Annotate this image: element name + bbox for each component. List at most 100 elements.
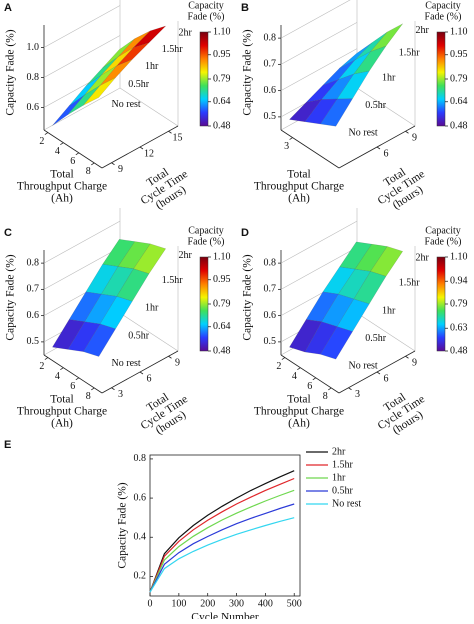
y-axis-label: Capacity Fade (%): [117, 482, 129, 568]
z-tick-label: 0.6: [264, 85, 277, 96]
y-tick-label: 0.8: [134, 453, 147, 464]
y-tick: [111, 387, 115, 391]
series-label: 1hr: [145, 61, 159, 72]
x-tick-label: 0: [148, 598, 153, 609]
x-axis-label: Total: [287, 169, 310, 181]
x-axis-label: Throughput Charge: [17, 181, 107, 193]
x-tick-label: 4: [292, 371, 297, 382]
series-label: No rest: [112, 358, 141, 369]
y-tick-label: 15: [173, 133, 183, 144]
y-tick-label: 3: [118, 389, 123, 400]
colorbar-tick-label: 0.95: [213, 49, 231, 60]
series-label: 0.5hr: [365, 333, 387, 344]
x-tick-label: 6: [307, 381, 312, 392]
x-axis-label: Throughput Charge: [17, 406, 107, 418]
x-axis-label: Total: [50, 169, 73, 181]
colorbar-tick-label: 0.79: [450, 298, 468, 309]
y-tick: [139, 146, 144, 150]
x-axis-label: Total: [50, 394, 73, 406]
z-axis-label: Capacity Fade (%): [5, 254, 17, 340]
x-tick: [60, 142, 64, 145]
y-tick-label: 0.4: [134, 532, 147, 543]
colorbar-tick-label: 0.48: [450, 120, 468, 131]
series-label: 1.5hr: [162, 275, 184, 286]
y-tick: [168, 355, 172, 359]
x-axis-label: (Ah): [288, 418, 310, 430]
series-label: 2hr: [415, 253, 429, 264]
x-axis-label: Cycle Number: [191, 612, 259, 619]
series-label: No rest: [112, 99, 141, 110]
colorbar-tick-label: 0.63: [450, 323, 468, 334]
z-tick-label: 0.6: [27, 102, 40, 113]
z-tick-label: 0.6: [27, 310, 40, 321]
legend-label: 2hr: [332, 446, 346, 457]
series-label: 1hr: [382, 72, 396, 83]
grid-line: [280, 220, 358, 264]
x-tick: [75, 377, 80, 381]
z-tick-label: 0.8: [264, 32, 277, 43]
legend-label: 1.5hr: [332, 459, 354, 470]
grid-line: [280, 48, 358, 91]
x-tick: [75, 152, 80, 156]
colorbar-tick-label: 0.48: [213, 345, 231, 356]
x-tick: [328, 387, 332, 391]
series-label: 0.5hr: [365, 100, 387, 111]
z-tick-label: 0.8: [264, 257, 277, 268]
colorbar: [199, 256, 209, 352]
colorbar-title: Fade (%): [188, 236, 225, 247]
colorbar-tick-label: 0.95: [213, 274, 231, 285]
x-tick-label: 6: [70, 156, 75, 167]
x-tick: [312, 377, 317, 381]
z-tick-label: 0.8: [27, 257, 40, 268]
y-tick-label: 12: [144, 148, 154, 159]
colorbar-title: Fade (%): [425, 236, 462, 247]
y-tick-label: 3: [355, 389, 360, 400]
colorbar-title: Fade (%): [188, 11, 225, 22]
x-axis-label: (Ah): [51, 193, 73, 205]
x-tick: [44, 357, 49, 360]
x-axis: [280, 129, 340, 169]
z-axis-label: Capacity Fade (%): [242, 29, 254, 115]
series-label: 2hr: [178, 250, 192, 261]
x-axis-label: (Ah): [51, 418, 73, 430]
y-tick-label: 6: [147, 373, 152, 384]
panel-label: C: [4, 227, 12, 239]
colorbar-tick-label: 1.10: [450, 26, 468, 37]
plot-frame: [149, 454, 301, 597]
grid-line: [280, 22, 358, 65]
x-tick-label: 4: [55, 371, 60, 382]
colorbar-tick-label: 0.64: [213, 321, 231, 332]
grid-line: [43, 5, 121, 48]
grid-line: [43, 247, 121, 290]
y-tick-label: 0.6: [134, 492, 147, 503]
x-axis-label: Total: [287, 394, 310, 406]
y-tick: [405, 355, 409, 359]
grid-line: [280, 0, 351, 39]
x-tick-label: 400: [258, 598, 273, 609]
x-tick-label: 2: [39, 361, 44, 372]
series-label: 0.5hr: [128, 330, 150, 341]
colorbar: [436, 256, 446, 352]
x-axis: [43, 354, 103, 394]
x-tick-label: 100: [171, 598, 186, 609]
surface-patch: [320, 326, 353, 360]
x-axis-label: (Ah): [288, 193, 310, 205]
x-tick: [91, 387, 95, 391]
x-tick-label: 2: [39, 136, 44, 147]
x-tick: [60, 367, 64, 370]
z-tick-label: 0.8: [27, 72, 40, 83]
x-tick-label: 8: [323, 391, 328, 402]
x-tick-label: 6: [70, 381, 75, 392]
y-tick-label: 0.2: [134, 571, 147, 582]
y-tick-label: 9: [118, 164, 123, 175]
y-tick-label: 9: [175, 358, 180, 369]
y-tick: [376, 371, 381, 375]
z-tick-label: 0.7: [264, 59, 277, 70]
legend-label: No rest: [332, 498, 361, 509]
x-tick: [289, 137, 293, 140]
series-label: 2hr: [415, 25, 429, 36]
panel-label: B: [241, 2, 249, 14]
x-axis: [43, 129, 103, 169]
